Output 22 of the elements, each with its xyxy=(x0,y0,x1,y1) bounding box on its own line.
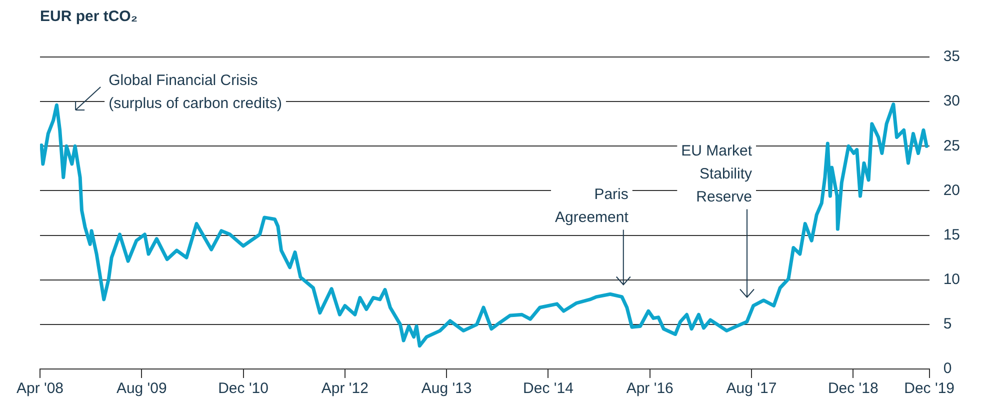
annotation: Global Financial Crisis (surplus of carbon credits) xyxy=(108,72,282,112)
y-tick-label: 35 xyxy=(943,48,960,66)
y-tick-label: 25 xyxy=(943,137,960,154)
x-tick-label: Aug '17 xyxy=(726,380,777,398)
annotation: Paris Agreement xyxy=(555,186,630,226)
x-tick-label: Apr '08 xyxy=(16,380,64,398)
x-tick-label: Aug '13 xyxy=(421,380,472,398)
x-tick-label: Dec '19 xyxy=(904,380,955,398)
y-tick-label: 30 xyxy=(943,92,960,110)
y-tick-label: 5 xyxy=(943,316,952,333)
x-tick-label: Dec '14 xyxy=(523,380,574,398)
x-tick-label: Apr '12 xyxy=(321,380,368,398)
x-tick-label: Aug '09 xyxy=(116,380,167,398)
y-tick-label: 0 xyxy=(943,360,952,378)
y-axis-title: EUR per tCO₂ xyxy=(40,8,139,27)
x-tick-label: Apr '16 xyxy=(626,380,674,398)
y-tick-label: 20 xyxy=(943,182,960,199)
x-tick-label: Dec '18 xyxy=(828,380,878,398)
annotation: EU Market Stability Reserve xyxy=(681,142,753,206)
y-tick-label: 10 xyxy=(943,271,960,288)
y-tick-label: 15 xyxy=(943,226,960,244)
x-tick-label: Dec '10 xyxy=(218,380,268,398)
